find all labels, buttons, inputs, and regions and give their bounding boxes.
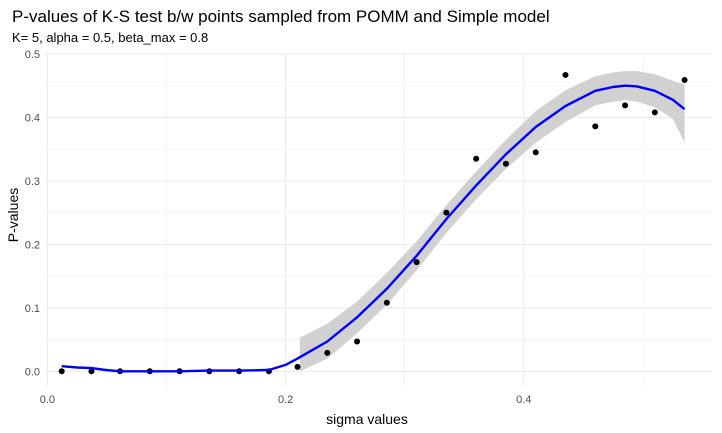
data-point — [354, 338, 361, 345]
data-points — [58, 71, 688, 375]
data-point — [294, 363, 301, 370]
y-tick-label: 0.4 — [25, 112, 40, 124]
data-point — [413, 259, 420, 266]
data-point — [88, 368, 95, 375]
x-tick-label: 0.4 — [516, 394, 531, 406]
y-tick-label: 0.5 — [25, 49, 40, 61]
data-point — [681, 77, 688, 84]
y-axis-ticks: 0.0 0.1 0.2 0.3 0.4 0.5 — [25, 49, 40, 378]
data-point — [443, 209, 450, 216]
data-point — [622, 102, 629, 109]
y-tick-label: 0.0 — [25, 366, 40, 378]
x-axis-ticks: 0.0 0.2 0.4 — [40, 394, 532, 406]
data-point — [473, 155, 480, 162]
data-point — [532, 149, 539, 156]
data-point — [58, 368, 65, 375]
data-point — [383, 299, 390, 306]
major-grid — [45, 53, 712, 386]
y-axis-label: P-values — [5, 188, 21, 242]
x-tick-label: 0.2 — [278, 394, 293, 406]
y-tick-label: 0.2 — [25, 239, 40, 251]
x-axis-label: sigma values — [326, 411, 408, 427]
data-point — [592, 123, 599, 130]
data-point — [651, 109, 658, 116]
smooth-line — [61, 84, 686, 373]
confidence-band — [299, 71, 685, 372]
y-tick-label: 0.3 — [25, 176, 40, 188]
minor-grid — [45, 54, 712, 386]
chart-subtitle: K= 5, alpha = 0.5, beta_max = 0.8 — [12, 30, 208, 45]
data-point — [502, 160, 509, 167]
chart-title: P-values of K-S test b/w points sampled … — [12, 7, 550, 26]
x-tick-label: 0.0 — [40, 394, 55, 406]
data-point — [324, 349, 331, 356]
y-tick-label: 0.1 — [25, 303, 40, 315]
data-point — [562, 71, 569, 78]
